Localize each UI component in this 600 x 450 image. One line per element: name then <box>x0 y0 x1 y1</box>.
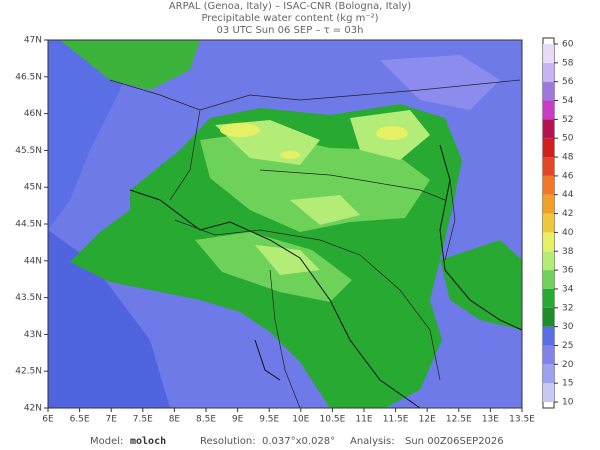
y-tick-label: 46.5N <box>15 72 42 82</box>
field-area <box>376 126 408 140</box>
footer-value: 0.037°x0.028° <box>262 436 335 447</box>
colorbar-box <box>543 364 554 384</box>
x-tick-label: 6E <box>42 415 54 425</box>
colorbar-label: 36 <box>562 266 574 276</box>
footer-value: moloch <box>130 436 166 447</box>
field-area <box>380 55 500 110</box>
colorbar-box <box>543 251 554 271</box>
footer-value: Sun 00Z06SEP2026 <box>405 436 504 447</box>
y-tick-label: 44.5N <box>15 220 42 230</box>
colorbar-label: 15 <box>562 379 573 389</box>
y-tick-label: 45N <box>24 183 42 193</box>
header-line: ARPAL (Genoa, Italy) – ISAC-CNR (Bologna… <box>169 1 411 12</box>
field-area <box>48 40 140 230</box>
colorbar-label: 60 <box>562 40 574 50</box>
footer-label: Model: <box>90 436 123 447</box>
x-tick-label: 8E <box>169 415 181 425</box>
x-tick-label: 12.5E <box>446 415 472 425</box>
colorbar-label: 10 <box>562 398 574 408</box>
y-tick-label: 47N <box>24 36 42 46</box>
field-area <box>440 240 522 330</box>
x-tick-label: 7.5E <box>133 415 153 425</box>
x-tick-label: 13E <box>482 415 499 425</box>
y-tick-label: 43.5N <box>15 293 42 303</box>
colorbar-label: 34 <box>562 284 574 294</box>
colorbar-label: 40 <box>562 228 574 238</box>
x-tick-label: 13.5E <box>509 415 535 425</box>
field-area <box>220 123 260 137</box>
header-line: Precipitable water content (kg m⁻²) <box>201 13 378 24</box>
x-tick-label: 7E <box>105 415 117 425</box>
x-tick-label: 9E <box>232 415 244 425</box>
colorbar-box <box>543 175 554 195</box>
x-tick-label: 11.5E <box>383 415 409 425</box>
y-tick-label: 42.5N <box>15 367 42 377</box>
x-tick-label: 10.5E <box>320 415 346 425</box>
field-area <box>60 40 200 90</box>
x-tick-label: 10E <box>292 415 309 425</box>
colorbar-box <box>543 62 554 82</box>
footer-label: Resolution: <box>200 436 256 447</box>
y-tick-label: 43N <box>24 330 42 340</box>
y-tick-label: 42N <box>24 404 42 414</box>
colorbar-label: 20 <box>562 360 574 370</box>
colorbar-box <box>543 307 554 327</box>
y-tick-label: 45.5N <box>15 146 42 156</box>
footer-label: Analysis: <box>350 436 395 447</box>
colorbar-box <box>543 383 554 402</box>
coastline <box>129 144 523 409</box>
colorbar-box <box>543 138 554 158</box>
y-tick-label: 46N <box>24 109 42 119</box>
colorbar-box <box>543 44 554 63</box>
colorbar-label: 25 <box>562 341 573 351</box>
field-area <box>255 245 320 275</box>
field-area <box>280 151 300 159</box>
x-tick-label: 6.5E <box>70 415 90 425</box>
colorbar-label: 32 <box>562 303 573 313</box>
header-line: 03 UTC Sun 06 SEP – τ = 03h <box>217 25 364 36</box>
colorbar-label: 50 <box>562 134 574 144</box>
colorbar-label: 44 <box>562 190 574 200</box>
colorbar-box <box>543 213 554 233</box>
colorbar-box <box>543 119 554 139</box>
x-tick-label: 11E <box>355 415 372 425</box>
colorbar-label: 42 <box>562 209 573 219</box>
colorbar-label: 48 <box>562 153 574 163</box>
colorbar-box <box>543 326 554 346</box>
colorbar-box <box>543 81 554 101</box>
colorbar-label: 46 <box>562 171 574 181</box>
field-area <box>48 230 170 408</box>
x-tick-label: 12E <box>419 415 436 425</box>
colorbar-label: 52 <box>562 115 573 125</box>
x-tick-label: 9.5E <box>259 415 279 425</box>
colorbar-label: 54 <box>562 96 574 106</box>
colorbar-box <box>543 232 554 252</box>
colorbar-box <box>543 194 554 214</box>
colorbar-box <box>543 157 554 176</box>
colorbar-box <box>543 100 554 120</box>
x-tick-label: 8.5E <box>196 415 216 425</box>
border-line <box>109 79 521 409</box>
map-field <box>48 40 523 409</box>
colorbar-label: 38 <box>562 247 574 257</box>
field-area <box>290 195 360 225</box>
colorbar-box <box>543 345 554 365</box>
colorbar-label: 30 <box>562 322 574 332</box>
colorbar-box <box>543 270 554 289</box>
colorbar-label: 56 <box>562 77 574 87</box>
colorbar-box <box>543 288 554 308</box>
colorbar-label: 58 <box>562 58 574 68</box>
y-tick-label: 44N <box>24 256 42 266</box>
